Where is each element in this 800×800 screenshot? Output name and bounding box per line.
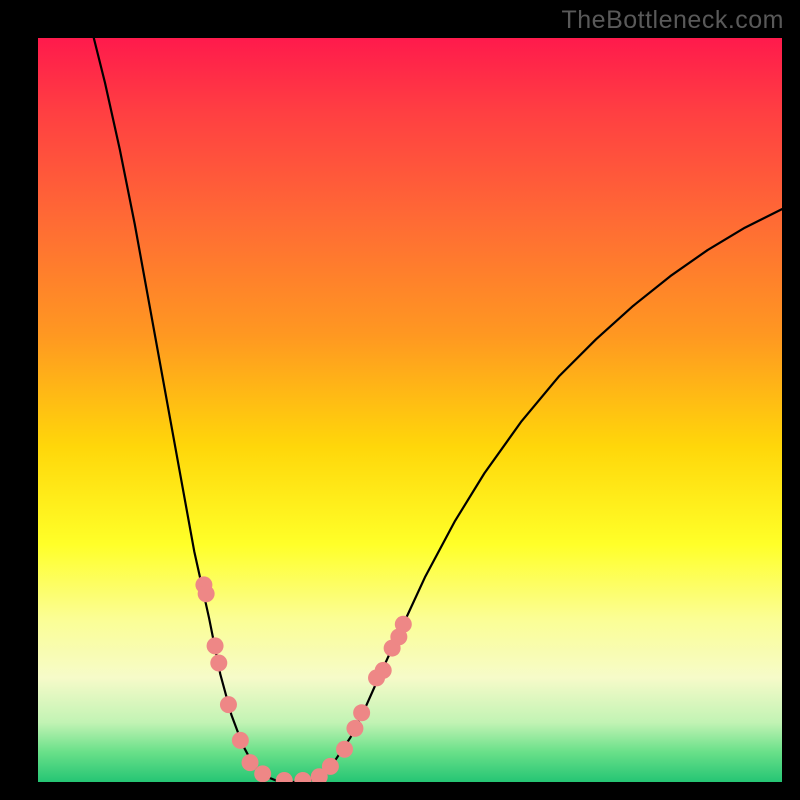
data-marker bbox=[254, 765, 271, 782]
chart-svg bbox=[38, 38, 782, 782]
data-marker bbox=[395, 616, 412, 633]
data-marker bbox=[198, 585, 215, 602]
data-marker bbox=[207, 637, 224, 654]
data-marker bbox=[346, 720, 363, 737]
data-marker bbox=[322, 758, 339, 775]
data-marker bbox=[353, 704, 370, 721]
data-marker bbox=[336, 741, 353, 758]
data-marker bbox=[232, 732, 249, 749]
watermark-text: TheBottleneck.com bbox=[562, 6, 785, 35]
data-marker bbox=[375, 662, 392, 679]
chart-region bbox=[38, 38, 782, 782]
data-marker bbox=[220, 696, 237, 713]
chart-background bbox=[38, 38, 782, 782]
data-marker bbox=[210, 654, 227, 671]
